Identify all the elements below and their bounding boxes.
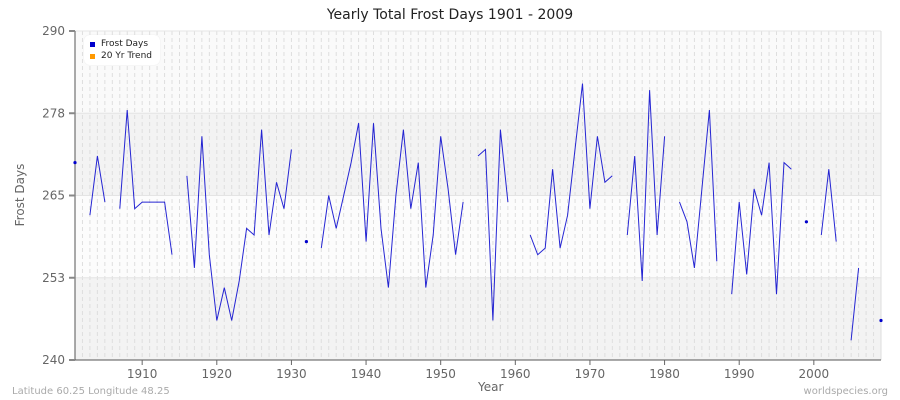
- svg-text:1930: 1930: [276, 367, 307, 381]
- legend: Frost Days 20 Yr Trend: [84, 35, 161, 65]
- svg-text:1950: 1950: [425, 367, 456, 381]
- svg-text:1990: 1990: [724, 367, 755, 381]
- legend-item-frost-days: Frost Days: [90, 38, 152, 50]
- legend-label: 20 Yr Trend: [101, 51, 153, 61]
- location-caption: Latitude 60.25 Longitude 48.25: [12, 386, 170, 397]
- svg-text:2000: 2000: [799, 367, 830, 381]
- svg-text:265: 265: [42, 189, 65, 203]
- frost-days-swatch-icon: [90, 41, 95, 47]
- svg-text:1960: 1960: [500, 367, 531, 381]
- legend-item-trend: 20 Yr Trend: [90, 50, 152, 62]
- svg-text:278: 278: [42, 106, 65, 120]
- svg-text:1940: 1940: [351, 367, 382, 381]
- svg-text:240: 240: [42, 353, 65, 367]
- svg-text:1970: 1970: [575, 367, 606, 381]
- chart-title: Yearly Total Frost Days 1901 - 2009: [326, 7, 574, 23]
- svg-text:290: 290: [42, 24, 65, 38]
- y-axis-label: Frost Days: [13, 163, 27, 227]
- svg-text:1920: 1920: [202, 367, 233, 381]
- svg-text:1910: 1910: [127, 367, 158, 381]
- svg-text:1980: 1980: [649, 367, 680, 381]
- source-caption: worldspecies.org: [803, 386, 888, 397]
- trend-swatch-icon: [90, 53, 95, 59]
- x-axis-label: Year: [478, 380, 504, 394]
- svg-text:253: 253: [42, 271, 65, 285]
- legend-label: Frost Days: [101, 39, 149, 49]
